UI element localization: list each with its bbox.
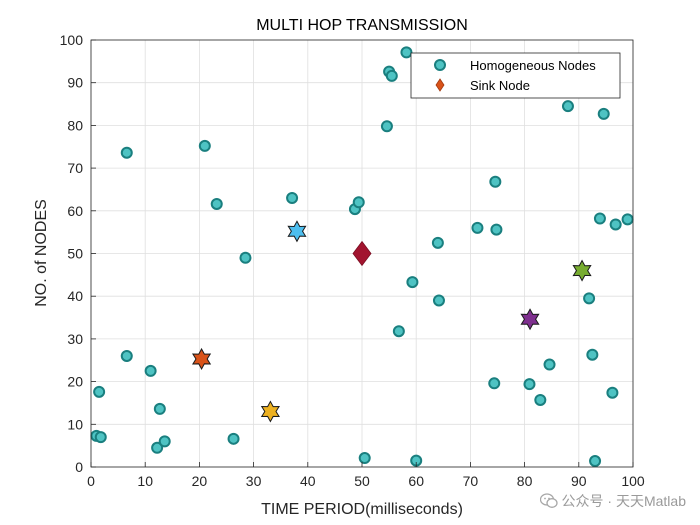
y-tick-label: 10: [67, 416, 83, 432]
legend-label-homogeneous: Homogeneous Nodes: [470, 58, 596, 73]
x-tick-label: 70: [463, 473, 479, 489]
homogeneous-node-point: [543, 358, 556, 371]
homogeneous-node-point: [534, 393, 547, 406]
homogeneous-node-point: [606, 386, 619, 399]
homogeneous-node-point: [583, 292, 596, 305]
homogeneous-node-point: [586, 348, 599, 361]
watermark-text: 公众号 · 天天Matlab: [561, 493, 686, 509]
homogeneous-node-point: [489, 175, 502, 188]
legend-label-sink: Sink Node: [470, 78, 530, 93]
cluster-head-point: [287, 220, 307, 243]
homogeneous-node-point: [286, 191, 299, 204]
homogeneous-node-point: [151, 441, 164, 454]
homogeneous-node-point: [93, 385, 106, 398]
y-tick-label: 70: [67, 160, 83, 176]
homogeneous-node-point: [153, 402, 166, 415]
legend-box: [410, 52, 621, 99]
legend-marker-sink: [435, 78, 445, 92]
wechat-icon: [539, 493, 558, 508]
homogeneous-node-point: [432, 294, 445, 307]
cluster-head-point: [572, 259, 592, 282]
x-axis-label: TIME PERIOD(milliseconds): [261, 501, 463, 518]
homogeneous-node-point: [406, 276, 419, 289]
y-tick-label: 20: [67, 374, 83, 390]
homogeneous-node-point: [120, 146, 133, 159]
y-tick-label: 100: [60, 32, 84, 48]
y-tick-label: 50: [67, 246, 83, 262]
homogeneous-node-point: [488, 377, 501, 390]
x-tick-label: 50: [354, 473, 370, 489]
homogeneous-node-point: [561, 100, 574, 113]
homogeneous-node-point: [158, 435, 171, 448]
homogeneous-node-point: [589, 455, 602, 468]
y-tick-label: 40: [67, 288, 83, 304]
x-tick-label: 40: [300, 473, 316, 489]
y-tick-label: 80: [67, 117, 83, 133]
homogeneous-node-point: [609, 218, 622, 231]
x-tick-label: 10: [137, 473, 153, 489]
homogeneous-node-point: [380, 120, 393, 133]
homogeneous-node-point: [597, 107, 610, 120]
homogeneous-node-point: [621, 213, 634, 226]
chart-title: MULTI HOP TRANSMISSION: [256, 17, 468, 34]
x-tick-label: 30: [246, 473, 262, 489]
homogeneous-node-point: [352, 196, 365, 209]
homogeneous-node-point: [227, 432, 240, 445]
y-axis-label: NO. of NODES: [33, 199, 50, 307]
y-tick-label: 0: [75, 459, 83, 475]
homogeneous-node-point: [400, 46, 413, 59]
homogeneous-node-point: [358, 452, 371, 465]
sink-node-point: [352, 240, 372, 267]
legend-marker-homogeneous: [434, 59, 446, 71]
homogeneous-node-point: [94, 431, 107, 444]
homogeneous-node-point: [431, 236, 444, 249]
y-tick-label: 60: [67, 203, 83, 219]
homogeneous-node-point: [593, 212, 606, 225]
cluster-head-point: [192, 347, 212, 371]
homogeneous-node-point: [471, 221, 484, 234]
axis-ticks: 0 10 20 30 40 50 60 70 80 90 100 0 10 20 30 40 50 60 70 80 9…: [60, 32, 645, 489]
homogeneous-node-point: [210, 197, 223, 210]
legend: Homogeneous Nodes Sink Node: [410, 52, 621, 99]
homogeneous-node-point: [120, 349, 133, 362]
x-tick-label: 100: [621, 473, 645, 489]
homogeneous-node-point: [144, 364, 157, 377]
data-points: [90, 46, 634, 468]
cluster-head-point: [520, 308, 540, 331]
y-tick-label: 90: [67, 75, 83, 91]
homogeneous-node-point: [385, 69, 398, 82]
x-tick-label: 0: [87, 473, 95, 489]
homogeneous-node-point: [523, 378, 536, 391]
x-tick-label: 80: [517, 473, 533, 489]
homogeneous-node-point: [239, 251, 252, 264]
homogeneous-node-point: [198, 139, 211, 152]
watermark: 公众号 · 天天Matlab: [539, 491, 686, 511]
cluster-head-point: [260, 400, 280, 423]
homogeneous-node-point: [392, 325, 405, 338]
homogeneous-node-point: [490, 223, 503, 236]
x-tick-label: 90: [571, 473, 587, 489]
x-tick-label: 20: [192, 473, 208, 489]
y-tick-label: 30: [67, 331, 83, 347]
x-tick-label: 60: [408, 473, 424, 489]
